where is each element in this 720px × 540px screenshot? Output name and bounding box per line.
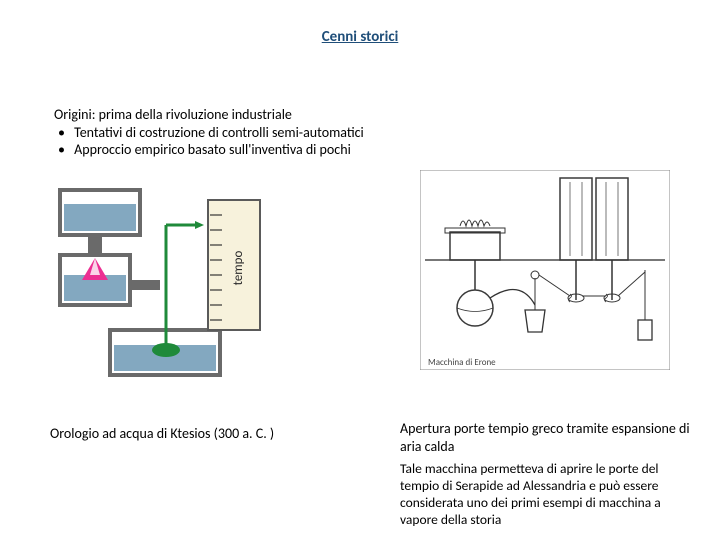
text-right-block: Apertura porte tempio greco tramite espa…: [400, 420, 700, 529]
caption-left: Orologio ad acqua di Ktesios (300 a. C. …: [50, 425, 274, 442]
right-paragraph: Tale macchina permetteva di aprire le po…: [400, 461, 700, 529]
figure-water-clock: tempo: [50, 180, 270, 380]
figure-hero-engine: Macchina di Erone: [420, 170, 670, 370]
intro-block: Origini: prima della rivoluzione industr…: [54, 106, 364, 158]
intro-bullet: Approccio empirico basato sull'inventiva…: [58, 141, 364, 158]
intro-list: Tentativi di costruzione di controlli se…: [54, 124, 364, 158]
right-heading: Apertura porte tempio greco tramite espa…: [400, 420, 700, 455]
page-title: Cenni storici: [0, 0, 720, 46]
intro-heading: Origini: prima della rivoluzione industr…: [54, 106, 364, 123]
svg-text:tempo: tempo: [231, 250, 246, 285]
svg-text:Macchina di Erone: Macchina di Erone: [428, 357, 496, 368]
intro-bullet: Tentativi di costruzione di controlli se…: [58, 124, 364, 141]
